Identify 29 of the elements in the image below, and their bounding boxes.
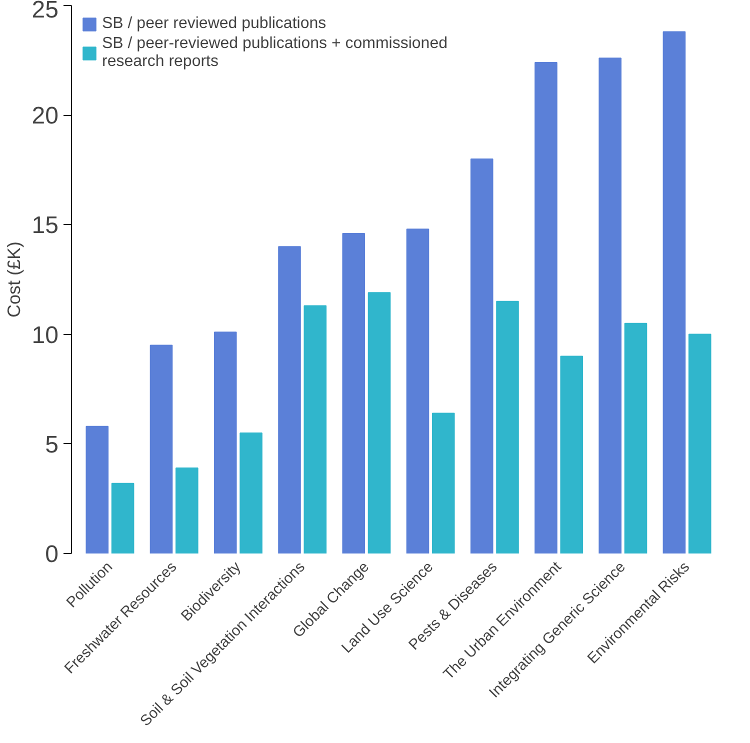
bar: [278, 246, 301, 554]
bar: [406, 228, 430, 554]
y-tick-label: 15: [32, 212, 59, 240]
bar: [470, 158, 494, 554]
bar: [368, 292, 391, 554]
bar: [560, 356, 584, 554]
y-tick-label: 20: [32, 102, 59, 130]
bar: [342, 232, 366, 554]
bar: [111, 482, 134, 554]
y-tick-label: 5: [45, 431, 59, 458]
y-axis-title: Cost (£K): [4, 241, 24, 318]
legend-label: SB / peer-reviewed publications + commissioned research reports: [102, 35, 448, 71]
bar: [688, 334, 712, 554]
bar: [176, 468, 198, 554]
bar: [624, 322, 648, 554]
bar: [86, 426, 109, 554]
y-tick-label: 10: [32, 322, 59, 349]
bar: [496, 300, 519, 554]
y-tick-label: 0: [45, 541, 59, 568]
bar: [432, 412, 455, 554]
legend-label: SB / peer reviewed publications: [102, 15, 326, 33]
bar: [214, 332, 237, 554]
bar: [534, 62, 558, 554]
bar: [150, 344, 173, 554]
bar: [240, 432, 262, 554]
bar: [304, 305, 327, 554]
y-tick-label: 25: [32, 0, 59, 24]
bar: [598, 58, 622, 554]
bar: [662, 31, 686, 554]
